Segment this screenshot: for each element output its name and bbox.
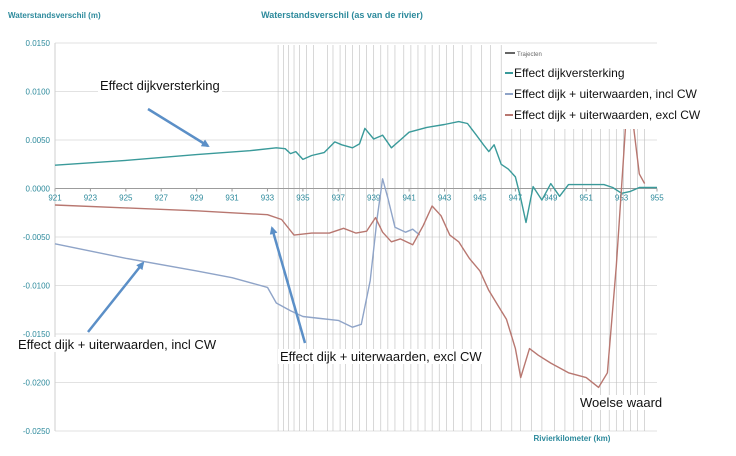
legend: Trajecten Effect dijkversterking Effect di…: [503, 45, 701, 129]
y-tick-label: 0.0000: [26, 185, 51, 194]
x-tick-label: 925: [119, 194, 133, 203]
legend-header: Trajecten: [517, 52, 542, 58]
series-line-0: [54, 120, 657, 224]
trajecten-lines: [277, 45, 645, 431]
x-tick-label: 929: [190, 194, 204, 203]
x-tick-label: 947: [509, 194, 523, 203]
legend-box: [503, 45, 653, 129]
x-tick-label: 943: [438, 194, 452, 203]
y-tick-label: -0.0150: [23, 330, 51, 339]
annotation-arrow: [269, 226, 307, 344]
x-tick-label: 935: [296, 194, 310, 203]
y-tick-label: -0.0200: [23, 379, 51, 388]
annotation-arrow: [87, 261, 145, 333]
y-tick-label: 0.0100: [26, 88, 51, 97]
x-tick-label: 937: [332, 194, 346, 203]
series-line-2: [54, 76, 646, 389]
x-tick-label: 949: [544, 194, 558, 203]
legend-entry: Effect dijk + uiterwaarden, incl CW: [514, 87, 698, 101]
x-tick-label: 939: [367, 194, 381, 203]
y-axis-title: Waterstandsverschil (m): [8, 11, 101, 20]
series-line-1: [54, 178, 421, 328]
x-tick-label: 941: [402, 194, 416, 203]
annotation-arrow: [147, 107, 210, 148]
x-tick-label: 945: [473, 194, 487, 203]
annotation-woelse-waard: Woelse waard: [578, 395, 665, 410]
x-tick-label: 921: [48, 194, 62, 203]
y-tick-label: -0.0100: [23, 282, 51, 291]
chart-title: Waterstandsverschil (as van de rivier): [261, 10, 423, 20]
y-tick-label: -0.0050: [23, 233, 51, 242]
annotation-excl-cw: Effect dijk + uiterwaarden, excl CW: [278, 349, 484, 364]
y-tick-label: -0.0250: [23, 427, 51, 436]
x-tick-label: 951: [579, 194, 593, 203]
axes: 0.0150 0.0100 0.0050 0.0000 -0.0050 -0.0100 -0…: [23, 39, 664, 436]
legend-entry: Effect dijk + uiterwaarden, excl CW: [514, 108, 701, 122]
legend-entry: Effect dijkversterking: [514, 66, 625, 80]
x-tick-label: 927: [155, 194, 169, 203]
x-tick-label: 933: [261, 194, 275, 203]
y-tick-label: 0.0050: [26, 136, 51, 145]
annotation-dijkversterking: Effect dijkversterking: [98, 78, 222, 93]
x-tick-label: 931: [225, 194, 239, 203]
x-axis-title: Rivierkilometer (km): [534, 434, 611, 443]
x-tick-label: 955: [650, 194, 664, 203]
x-tick-label: 923: [84, 194, 98, 203]
y-tick-label: 0.0150: [26, 39, 51, 48]
x-tick-label: 953: [615, 194, 629, 203]
series-lines: [54, 76, 657, 389]
annotation-incl-cw: Effect dijk + uiterwaarden, incl CW: [16, 337, 219, 352]
